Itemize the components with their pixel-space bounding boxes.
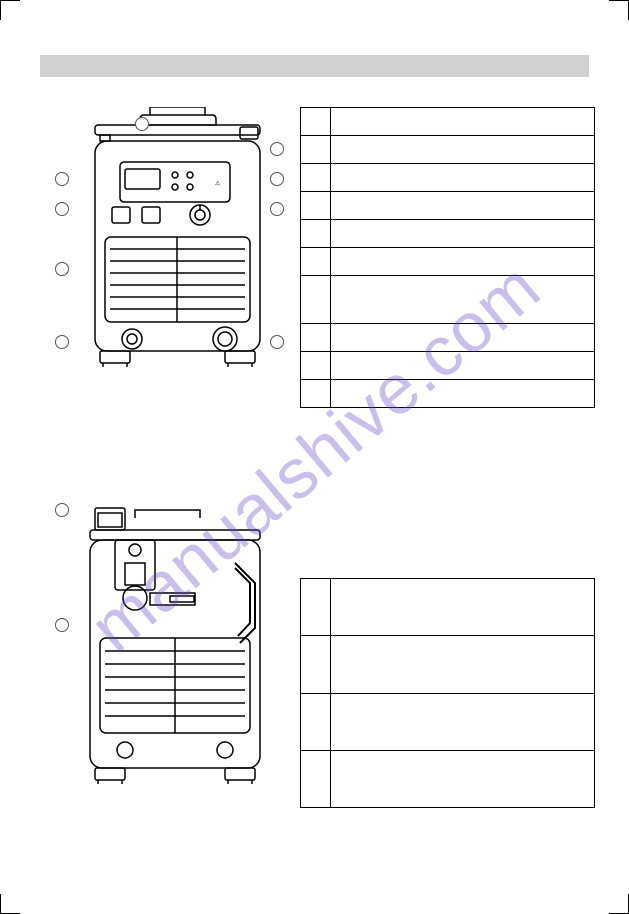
front-device-svg: ⚠ — [40, 107, 290, 387]
row-description — [331, 380, 595, 408]
crop-mark — [609, 0, 629, 20]
callout-circle — [55, 202, 69, 216]
table-row — [301, 136, 595, 164]
row-number — [301, 380, 331, 408]
row-number — [301, 636, 331, 693]
row-number — [301, 750, 331, 807]
row-description — [331, 164, 595, 192]
row-description — [331, 136, 595, 164]
row-number — [301, 324, 331, 352]
front-parts-table — [300, 107, 595, 408]
table-row — [301, 164, 595, 192]
row-number — [301, 579, 331, 636]
rear-diagram — [40, 488, 290, 808]
table-row — [301, 750, 595, 807]
callout-circle — [270, 202, 284, 216]
row-number — [301, 164, 331, 192]
row-number — [301, 220, 331, 248]
row-description — [331, 750, 595, 807]
table-row — [301, 636, 595, 693]
rear-section — [40, 488, 589, 808]
table-row — [301, 108, 595, 136]
row-description — [331, 693, 595, 750]
crop-mark — [0, 894, 20, 914]
row-description — [331, 324, 595, 352]
header-bar — [40, 55, 589, 77]
row-number — [301, 352, 331, 380]
callout-circle — [55, 262, 69, 276]
callout-circle — [270, 172, 284, 186]
row-description — [331, 220, 595, 248]
rear-table-body — [301, 579, 595, 808]
table-row — [301, 192, 595, 220]
row-number — [301, 276, 331, 324]
callout-circle — [55, 503, 69, 517]
row-number — [301, 693, 331, 750]
callout-circle — [55, 618, 69, 632]
svg-text:⚠: ⚠ — [215, 180, 221, 187]
table-row — [301, 693, 595, 750]
page-content: ⚠ — [40, 30, 589, 884]
callout-circle — [55, 335, 69, 349]
row-number — [301, 248, 331, 276]
callout-circle — [55, 172, 69, 186]
table-row — [301, 352, 595, 380]
callout-circle — [135, 117, 149, 131]
row-number — [301, 136, 331, 164]
row-description — [331, 352, 595, 380]
row-description — [331, 192, 595, 220]
table-row — [301, 248, 595, 276]
crop-mark — [609, 894, 629, 914]
table-row — [301, 324, 595, 352]
table-row — [301, 276, 595, 324]
front-table-body — [301, 108, 595, 408]
row-description — [331, 248, 595, 276]
rear-parts-table — [300, 578, 595, 808]
rear-device-svg — [40, 488, 290, 808]
row-number — [301, 192, 331, 220]
row-number — [301, 108, 331, 136]
callout-circle — [270, 335, 284, 349]
row-description — [331, 108, 595, 136]
table-row — [301, 380, 595, 408]
row-description — [331, 579, 595, 636]
front-section: ⚠ — [40, 107, 589, 408]
table-row — [301, 579, 595, 636]
callout-circle — [270, 142, 284, 156]
front-diagram: ⚠ — [40, 107, 290, 387]
table-row — [301, 220, 595, 248]
crop-mark — [0, 0, 20, 20]
row-description — [331, 276, 595, 324]
row-description — [331, 636, 595, 693]
